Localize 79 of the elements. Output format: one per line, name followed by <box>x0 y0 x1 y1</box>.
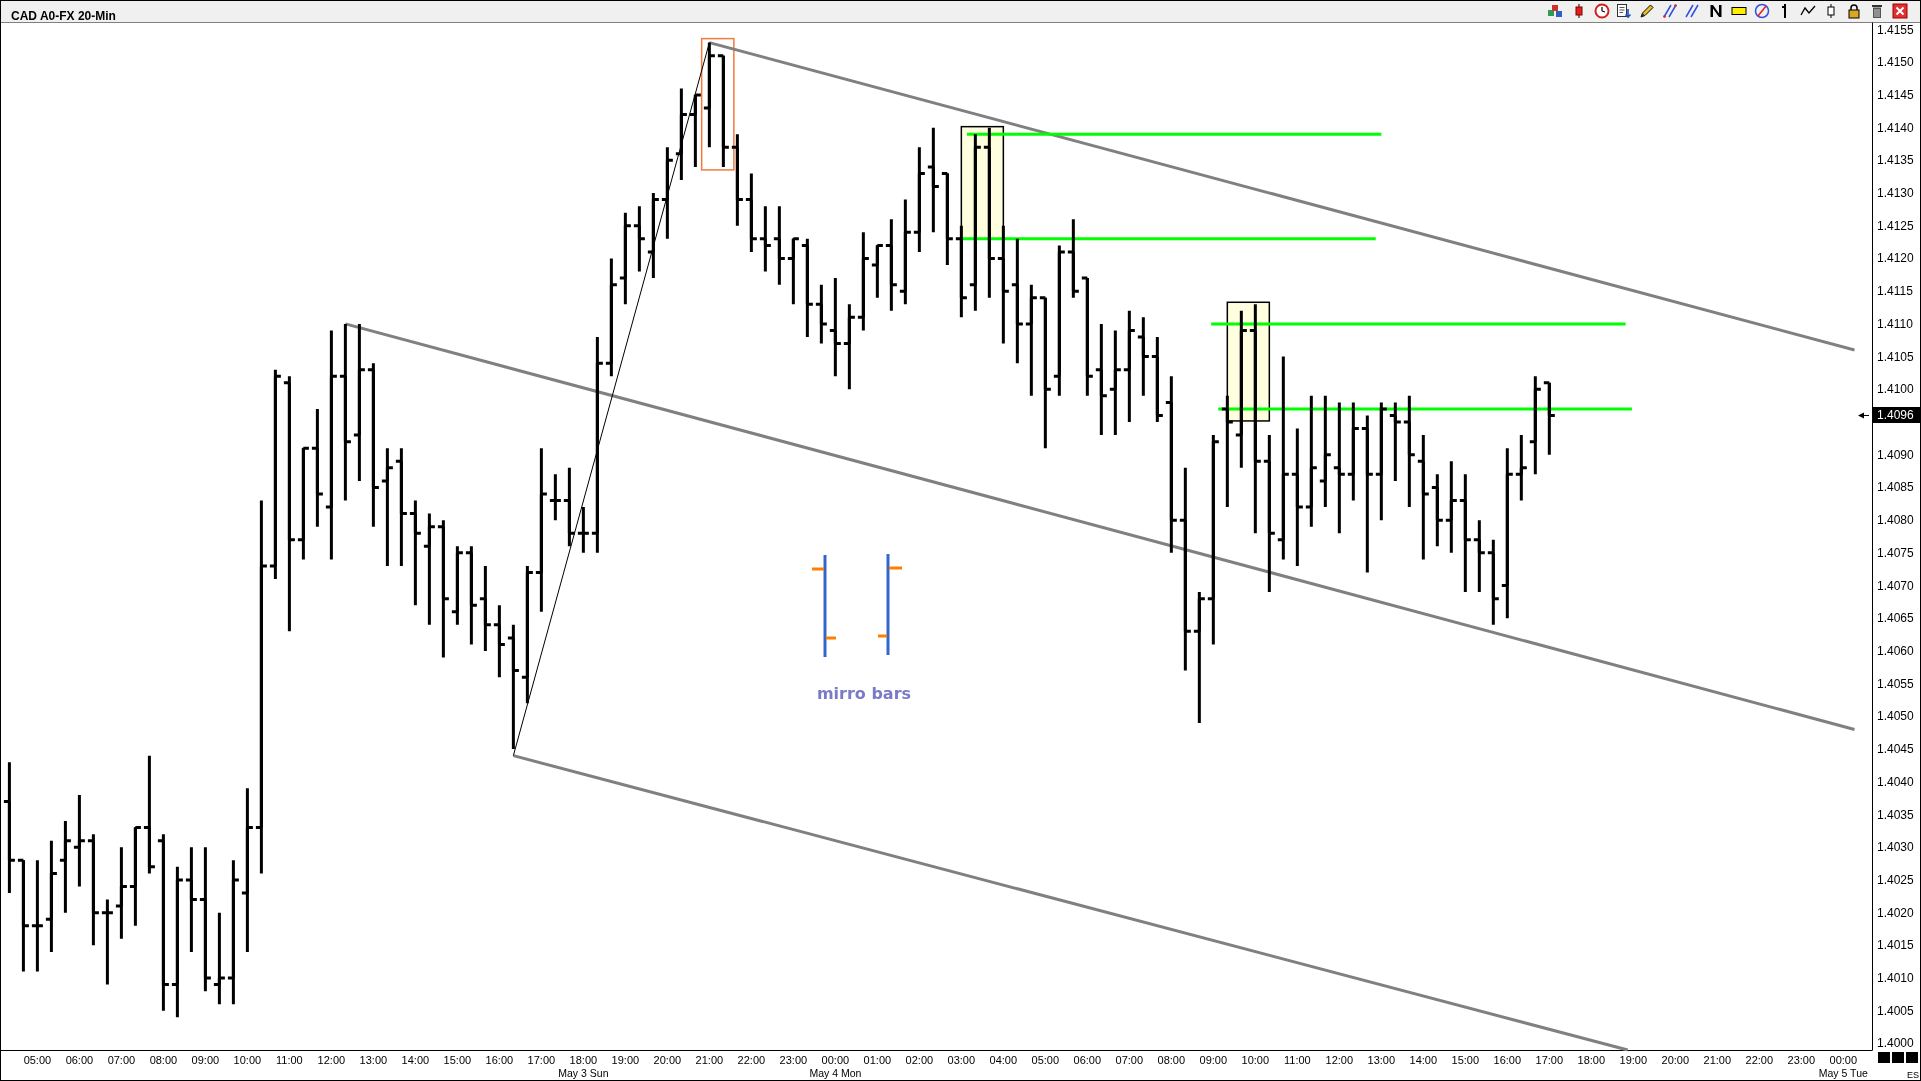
y-tick-label: 1.4130 <box>1877 186 1915 201</box>
x-tick-label: 10:00 <box>233 1053 262 1066</box>
x-tick-label: 23:00 <box>779 1053 808 1066</box>
x-tick-label: 14:00 <box>401 1053 430 1066</box>
x-tick-label: 11:00 <box>1283 1053 1311 1066</box>
x-tick-label: 04:00 <box>989 1053 1018 1066</box>
x-tick-label: 13:00 <box>1367 1053 1396 1066</box>
y-tick-label: 1.4100 <box>1877 382 1915 397</box>
y-tick-label: 1.4145 <box>1877 87 1915 102</box>
x-tick-label: 19:00 <box>1619 1053 1648 1066</box>
y-tick-label: 1.4060 <box>1877 643 1915 658</box>
x-tick-label: 08:00 <box>1157 1053 1186 1066</box>
y-tick-label: 1.4110 <box>1877 316 1914 331</box>
x-tick-label: 22:00 <box>737 1053 766 1066</box>
x-tick-label: 17:00 <box>1535 1053 1564 1066</box>
y-tick-label: 1.4050 <box>1877 709 1915 724</box>
y-tick-label: 1.4070 <box>1877 578 1915 593</box>
x-tick-label: 23:00 <box>1787 1053 1816 1066</box>
x-tick-label: 09:00 <box>191 1053 220 1066</box>
x-tick-label: 05:00 <box>1031 1053 1060 1066</box>
x-tick-label: 07:00 <box>1115 1053 1144 1066</box>
x-tick-label: 21:00 <box>695 1053 724 1066</box>
y-tick-label: 1.4040 <box>1877 774 1915 789</box>
x-tick-label: 00:00 May 4 Mon <box>809 1053 862 1079</box>
x-tick-label: 20:00 <box>653 1053 682 1066</box>
x-tick-label: 17:00 <box>527 1053 556 1066</box>
x-tick-label: 16:00 <box>1493 1053 1522 1066</box>
y-tick-label: 1.4030 <box>1877 840 1915 855</box>
x-tick-label: 22:00 <box>1745 1053 1774 1066</box>
text: ES <box>1906 1070 1919 1080</box>
y-tick-label: 1.4055 <box>1877 676 1915 691</box>
y-tick-label: 1.4115 <box>1877 284 1914 299</box>
y-tick-label: 1.4090 <box>1877 447 1915 462</box>
y-tick-label: 1.4005 <box>1877 1003 1915 1018</box>
y-tick-label: 1.4150 <box>1877 55 1915 70</box>
y-tick-label: 1.4075 <box>1877 545 1915 560</box>
y-tick-label: 1.4135 <box>1877 153 1915 168</box>
x-tick-label: 12:00 <box>1325 1053 1354 1066</box>
y-tick-label: 1.4015 <box>1877 938 1915 953</box>
y-tick-label: 1.4035 <box>1877 807 1915 822</box>
x-tick-label: 06:00 <box>1073 1053 1102 1066</box>
y-tick-label: 1.4155 <box>1877 22 1915 37</box>
x-tick-label: 01:00 <box>863 1053 892 1066</box>
y-tick-label: 1.4065 <box>1877 611 1915 626</box>
y-tick-label: 1.4125 <box>1877 218 1915 233</box>
annotation: mirro bars <box>816 684 912 703</box>
x-tick-label: 16:00 <box>485 1053 514 1066</box>
y-tick-label: 1.4105 <box>1877 349 1915 364</box>
y-tick-label: 1.4020 <box>1877 905 1915 920</box>
x-tick-label: 00:00 May 5 Tue <box>1818 1053 1868 1079</box>
x-tick-label: 08:00 <box>149 1053 178 1066</box>
x-tick-label: 12:00 <box>317 1053 346 1066</box>
y-tick-label: 1.4140 <box>1877 120 1915 135</box>
x-tick-label: 13:00 <box>359 1053 388 1066</box>
x-tick-label: 11:00 <box>276 1053 303 1066</box>
y-tick-label: 1.4010 <box>1877 971 1915 986</box>
x-tick-label: 21:00 <box>1703 1053 1732 1066</box>
x-tick-label: 03:00 <box>947 1053 976 1066</box>
x-tick-label: 09:00 <box>1199 1053 1228 1066</box>
x-tick-label: 15:00 <box>1451 1053 1480 1066</box>
x-tick-label: 06:00 <box>65 1053 94 1066</box>
y-tick-label: 1.4025 <box>1877 872 1915 887</box>
x-tick-label: 14:00 <box>1409 1053 1438 1066</box>
x-tick-label: 19:00 <box>611 1053 640 1066</box>
x-tick-label: 07:00 <box>107 1053 136 1066</box>
y-tick-label: 1.4000 <box>1877 1036 1915 1051</box>
chart-title: CAD A0-FX 20-Min <box>11 9 116 23</box>
x-tick-label: 20:00 <box>1661 1053 1690 1066</box>
x-tick-label: 15:00 <box>443 1053 472 1066</box>
y-tick-label: 1.4080 <box>1877 513 1915 528</box>
x-tick-label: 02:00 <box>905 1053 934 1066</box>
y-tick-label: 1.4120 <box>1877 251 1915 266</box>
y-tick-label: 1.4045 <box>1877 742 1915 757</box>
y-tick-label: 1.4085 <box>1877 480 1915 495</box>
x-tick-label: 18:00 May 3 Sun <box>558 1053 609 1079</box>
x-tick-label: 10:00 <box>1241 1053 1270 1066</box>
x-tick-label: 05:00 <box>23 1053 52 1066</box>
x-tick-label: 18:00 <box>1577 1053 1606 1066</box>
price-tag: 1.4096 <box>1873 407 1920 424</box>
